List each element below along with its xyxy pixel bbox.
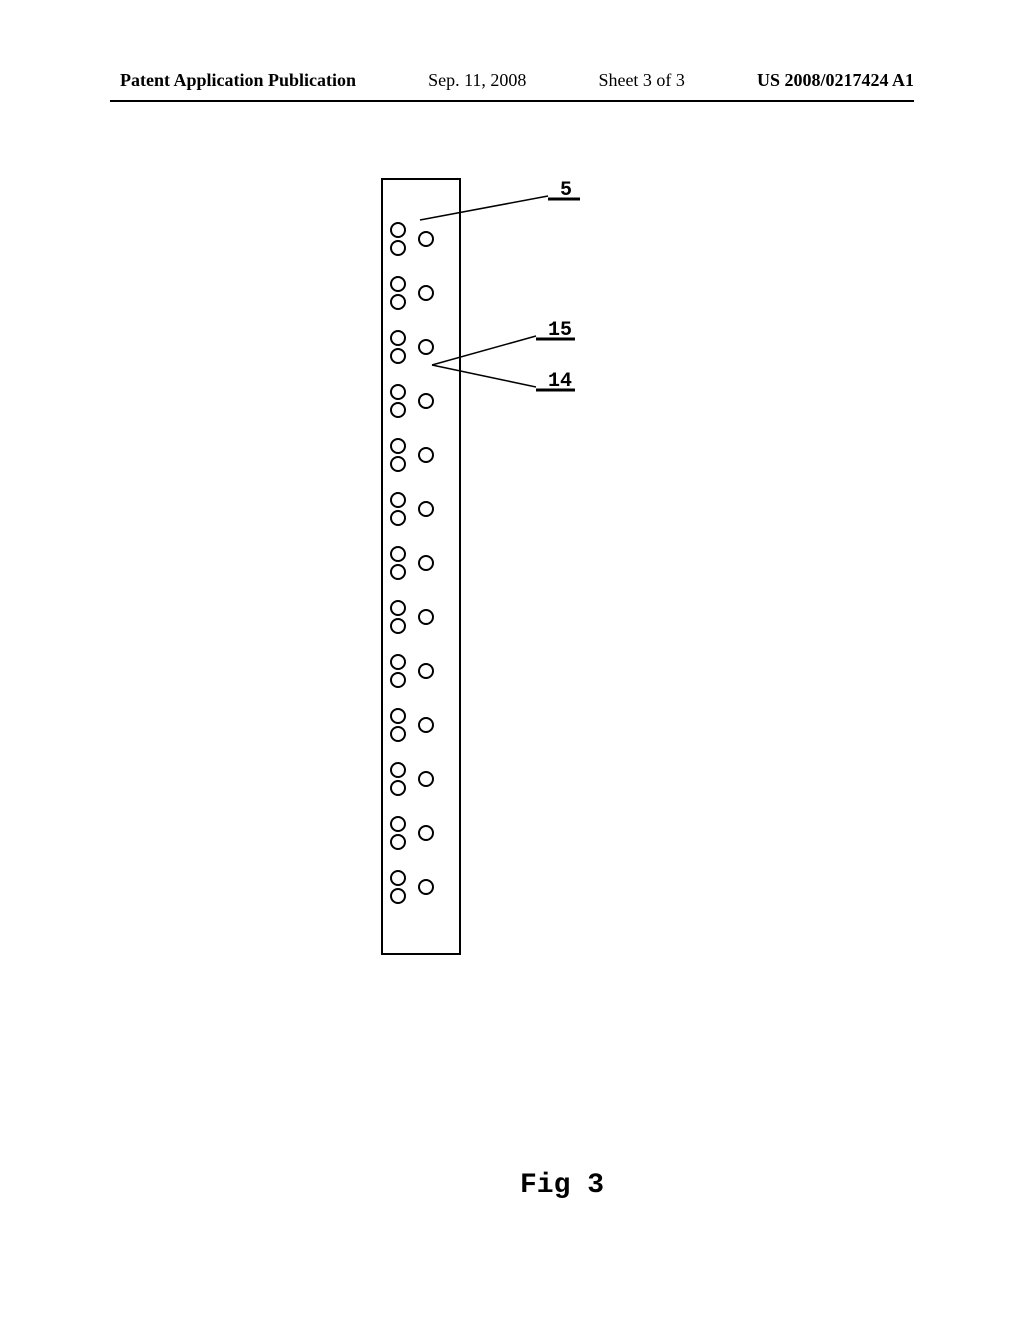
publication-label: Patent Application Publication — [120, 70, 356, 91]
svg-text:14: 14 — [548, 370, 572, 393]
figure-caption: Fig 3 — [520, 1170, 604, 1201]
publication-number: US 2008/0217424 A1 — [757, 70, 914, 91]
header-rule — [110, 100, 914, 102]
sheet-number: Sheet 3 of 3 — [598, 70, 684, 91]
svg-text:15: 15 — [548, 319, 572, 342]
svg-text:5: 5 — [560, 179, 572, 202]
figure-svg: 5 15 14 — [0, 175, 1024, 1125]
publication-date: Sep. 11, 2008 — [428, 70, 526, 91]
page-header: Patent Application Publication Sep. 11, … — [0, 70, 1024, 91]
figure-3: 5 15 14 — [0, 175, 1024, 1125]
